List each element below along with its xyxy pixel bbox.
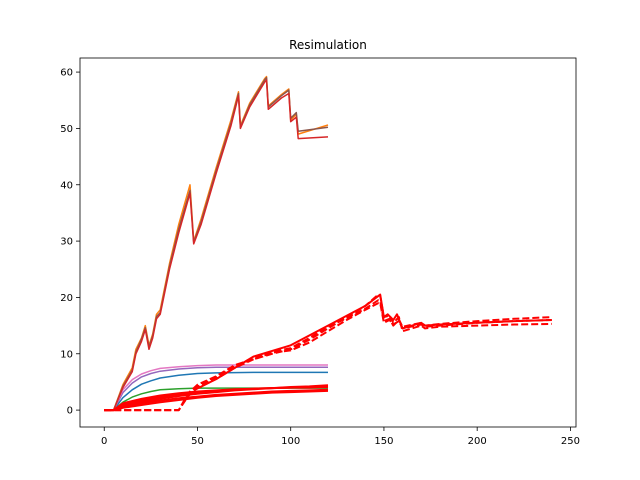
series-line-6 [104,79,329,411]
x-tick-label: 150 [374,436,393,447]
x-axis: 0 50 100 150 200 250 [101,427,580,447]
series-line-14 [104,299,552,412]
y-tick-label: 60 [60,68,73,79]
series-line-4 [104,75,329,411]
series-line-10 [104,385,329,412]
series-line-12 [193,293,552,392]
chart-title: Resimulation [289,38,367,52]
plot-frame [79,57,577,428]
x-tick-label: 250 [561,436,580,447]
y-tick-label: 0 [67,406,73,417]
x-tick-label: 50 [191,436,204,447]
series-line-13 [104,293,552,412]
y-tick-label: 30 [60,237,73,248]
x-tick-label: 0 [101,436,107,447]
x-tick-label: 200 [468,436,487,447]
y-tick-label: 10 [60,349,73,360]
series-layer [104,75,552,412]
x-tick-label: 100 [281,436,300,447]
y-tick-label: 40 [60,180,73,191]
series-line-0 [104,371,328,411]
series-line-2 [104,366,328,411]
series-line-11 [104,389,329,412]
series-line-3 [104,364,328,411]
series-line-9 [104,388,329,412]
y-axis: 0 10 20 30 40 50 60 [60,68,80,417]
series-line-5 [104,76,329,411]
series-line-15 [104,302,552,412]
y-tick-label: 20 [60,293,73,304]
y-tick-label: 50 [60,124,73,135]
